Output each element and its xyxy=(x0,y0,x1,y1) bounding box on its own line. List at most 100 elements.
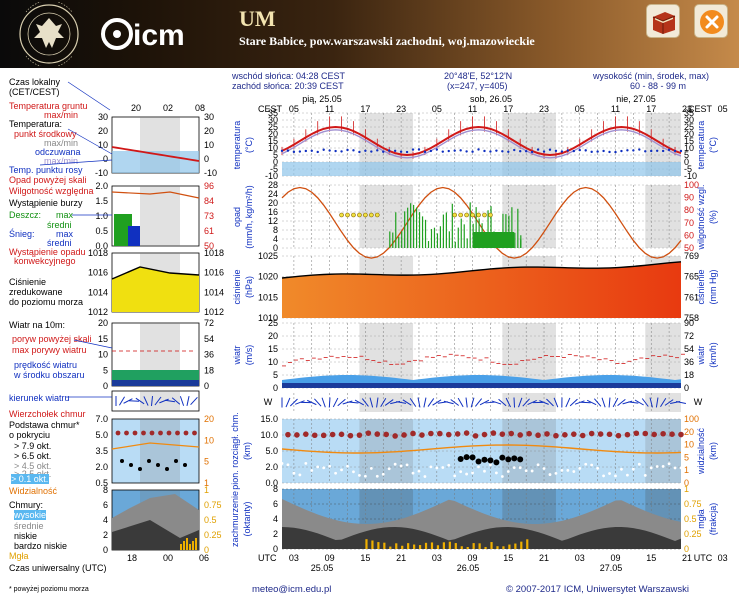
cest-tick: 23 xyxy=(682,104,692,114)
dew-point-dot xyxy=(405,150,409,154)
dew-point-dot xyxy=(620,149,623,153)
mini-tick-right: 30 xyxy=(204,112,214,122)
cloud-base-light-dot xyxy=(512,466,516,470)
fog-tick-right: 0 xyxy=(684,544,689,554)
cloud-base-light-dot xyxy=(596,466,600,470)
rain-bar xyxy=(505,214,507,248)
wind-tick-left: 20 xyxy=(268,331,278,341)
night-band xyxy=(645,489,681,549)
sunrise-info: wschód słońca: 04:28 CEST xyxy=(232,71,346,81)
wind-arrow xyxy=(348,401,359,404)
wind-tick-right: 0 xyxy=(684,383,689,393)
dew-point-dot xyxy=(382,150,385,153)
wind-arrow xyxy=(498,398,507,407)
legend-okt-01: > 0.1 okt. xyxy=(11,474,49,484)
temp-tick-right: 5 xyxy=(684,150,689,160)
cover-tick-left: 8 xyxy=(273,484,278,494)
mini-tick-right: 20 xyxy=(204,126,214,136)
axis-cover-left: zachmurzenie xyxy=(230,491,240,547)
legend-clouds-mid: średnie xyxy=(14,521,44,531)
cloud-base-light-dot xyxy=(423,475,427,478)
wind-tick-left: 25 xyxy=(268,318,278,328)
wind-arrow xyxy=(402,399,412,406)
storm-marker xyxy=(464,212,469,218)
mini-wind-arrow xyxy=(171,397,181,405)
dew-point-dot xyxy=(560,150,564,153)
cloud-base-light-dot xyxy=(304,462,308,465)
mini-wind-arrow xyxy=(123,398,133,404)
cloud-base-light-dot xyxy=(655,465,659,468)
mini-tick-left: 10 xyxy=(98,350,108,360)
mini-tick-left: 1012 xyxy=(88,307,108,317)
mini-panel-dir xyxy=(111,390,200,412)
day-label-1: pią, 25.05 xyxy=(302,94,342,104)
dew-point-dot xyxy=(322,148,325,151)
fog-bar xyxy=(371,540,374,549)
cloud-base-light-dot xyxy=(328,464,332,468)
legend-pressure-2: zredukowane xyxy=(9,287,63,297)
fog-bar xyxy=(430,542,434,549)
mini-cloud-top-dot xyxy=(149,430,155,436)
dew-point-dot xyxy=(340,150,343,153)
cloud-top-dot xyxy=(401,432,407,438)
temp-tick-left: 25 xyxy=(268,122,278,132)
rain-bar xyxy=(410,203,412,248)
cloud-base-light-dot xyxy=(459,470,463,474)
mini-tick-left: 15 xyxy=(98,334,108,344)
cloud-top-dot xyxy=(294,432,300,438)
mini-cloud-top-dot xyxy=(183,430,189,436)
cloud-top-dot xyxy=(588,430,595,437)
vis-tick-right: 100 xyxy=(684,414,699,424)
cloud-base-light-dot xyxy=(602,474,605,478)
temp-below-zero-band xyxy=(282,162,681,176)
fog-bar xyxy=(454,543,457,549)
cloud-base-light-dot xyxy=(292,471,296,475)
rain-bar xyxy=(398,236,400,248)
wind-arrow xyxy=(432,399,442,406)
night-band xyxy=(359,185,414,248)
legend-soil-temp: Temperatura gruntu xyxy=(9,101,88,111)
cloud-base-light-dot xyxy=(346,464,349,468)
sunset-info: zachód słońca: 20:39 CEST xyxy=(232,81,344,91)
footer-email[interactable]: meteo@icm.edu.pl xyxy=(252,584,332,595)
axis-vis-right: widzialność xyxy=(696,427,706,475)
cloud-top-dot xyxy=(579,432,586,439)
cloud-base-light-dot xyxy=(572,470,576,473)
utc-tick: 09 xyxy=(468,553,478,563)
book-button[interactable] xyxy=(646,4,680,38)
fog-bar xyxy=(466,546,469,549)
axis-fog-right: mgła xyxy=(696,509,706,529)
cloud-base-light-dot xyxy=(399,464,403,468)
close-button[interactable] xyxy=(694,4,728,38)
night-band xyxy=(645,185,681,248)
wind-arrow xyxy=(354,399,365,406)
wind-arrow xyxy=(608,397,611,408)
wind-mean-band xyxy=(282,383,681,388)
mini-wind-arrow xyxy=(186,396,190,406)
mini-wind-arrow xyxy=(159,398,169,404)
day-label-2: sob, 26.05 xyxy=(470,94,512,104)
mini-tick-left: 10 xyxy=(98,140,108,150)
dew-point-dot xyxy=(524,150,528,153)
vis-tick-right: 0 xyxy=(684,478,689,488)
fog-bar xyxy=(436,545,440,549)
mini-cest-tick: 20 xyxy=(131,103,141,113)
cloud-top-dot xyxy=(374,431,381,437)
dew-point-dot xyxy=(286,149,290,152)
legend-pressure-1: Ciśnienie xyxy=(9,277,47,287)
dew-point-dot xyxy=(328,149,331,152)
wind-arrow xyxy=(522,398,530,407)
rain-bar xyxy=(427,241,430,248)
mini-tick-right: 1 xyxy=(204,478,209,488)
mini-night-band xyxy=(140,117,180,173)
rain-bar xyxy=(484,236,486,248)
legend-convective-sub: konwekcyjnego xyxy=(14,256,76,266)
wind-arrow xyxy=(307,399,317,406)
mini-cest-tick: 02 xyxy=(163,103,173,113)
rain-bar xyxy=(490,206,492,248)
cloud-top-dot xyxy=(490,430,497,436)
wind-arrow xyxy=(470,397,475,408)
legend-wind-dir: kierunek wiatru xyxy=(9,393,70,403)
vis-tick-right: 5 xyxy=(684,452,689,462)
mini-cloud-base-dot xyxy=(174,459,178,463)
